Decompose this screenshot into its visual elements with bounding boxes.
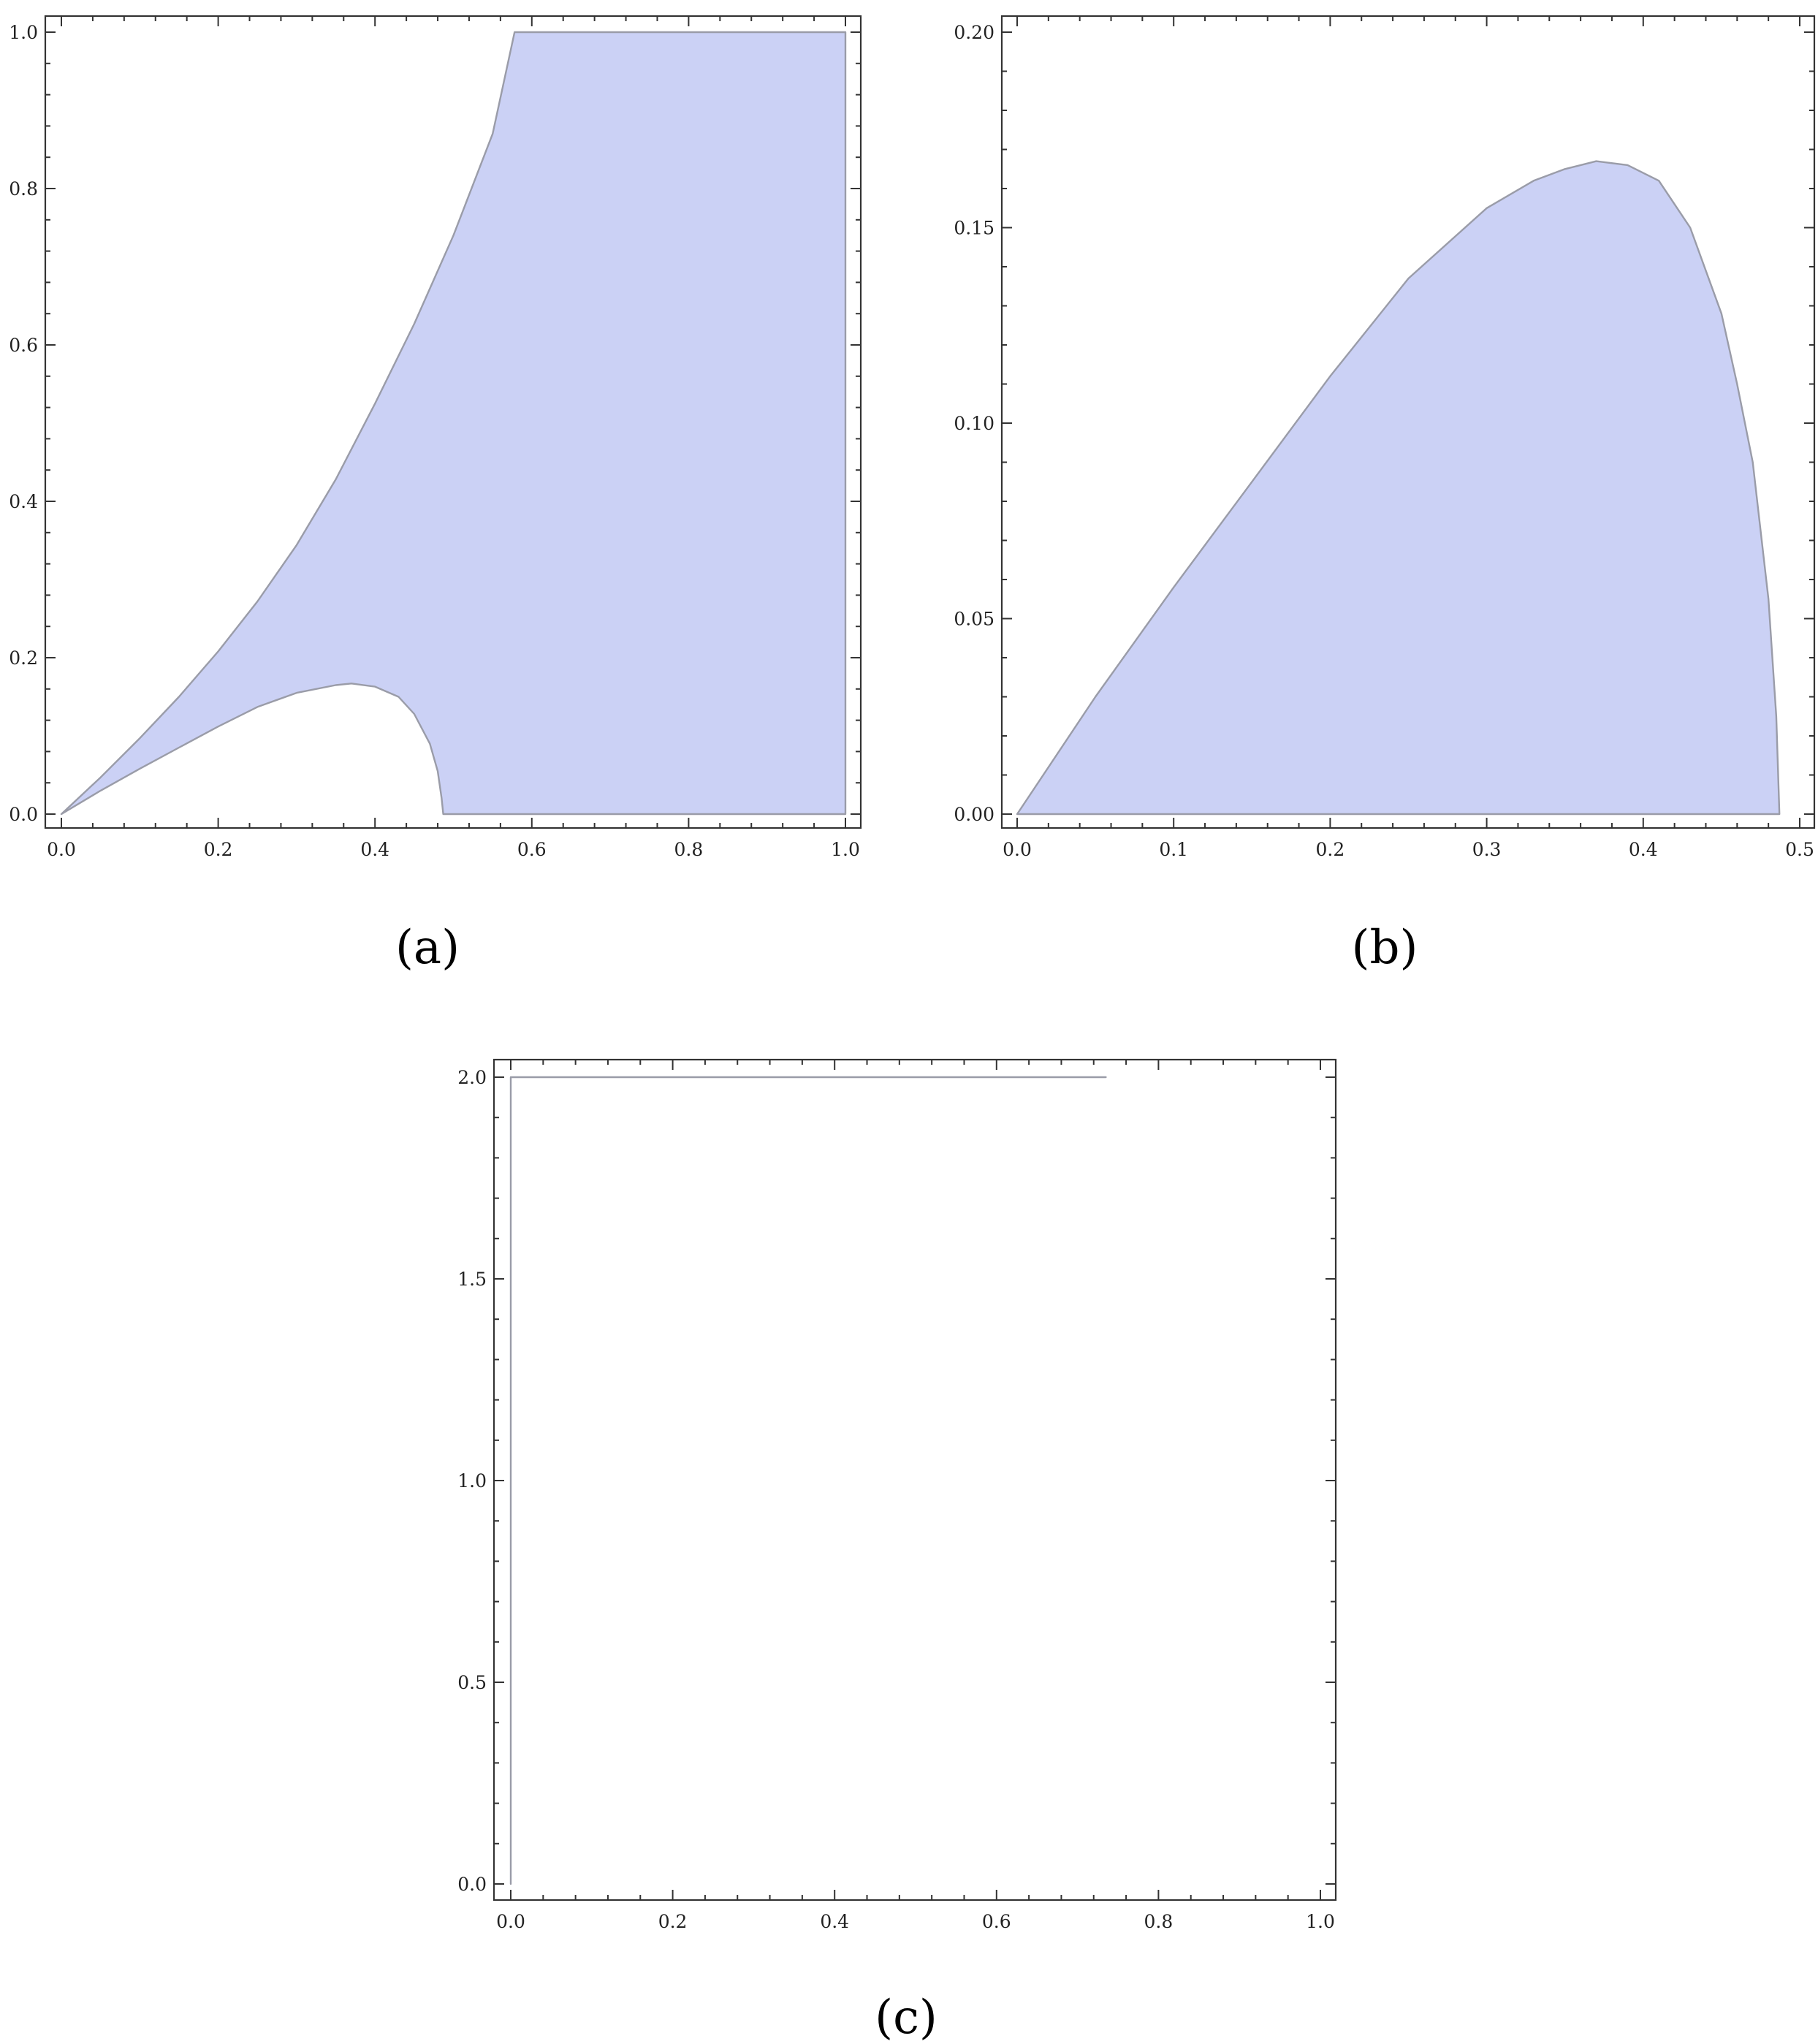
plot-frame [44,15,862,829]
y-tick-label: 0.05 [954,609,994,630]
y-tick-label: 0.0 [9,804,38,825]
x-tick-label: 1.0 [831,839,860,860]
y-tick-label: 0.0 [457,1874,487,1895]
plot-frame [492,1058,1337,1901]
x-tick-label: 0.0 [1003,839,1032,860]
x-tick-label: 0.6 [982,1911,1011,1932]
panel-b: 0.0 0.1 0.2 0.3 0.4 0.5 0.00 0.05 0.10 0.15 0.20 [954,15,1816,860]
y-tick-label: 2.0 [457,1067,487,1088]
x-tick-label: 0.4 [820,1911,849,1932]
region-1 [1016,160,1781,816]
plot-frame [1000,15,1816,829]
panel-b-caption: (b) [1352,921,1418,975]
x-tick-label: 0.2 [204,839,233,860]
x-tick-label: 0.0 [496,1911,525,1932]
x-tick-label: 0.4 [1629,839,1658,860]
y-tick-label: 0.10 [954,413,994,434]
x-tick-label: 0.8 [1144,1911,1174,1932]
y-tick-label: 0.00 [954,804,994,825]
x-tick-label: 0.8 [674,839,704,860]
y-tick-label: 0.20 [954,22,994,43]
y-tick-label: 0.4 [9,491,38,512]
x-tick-label: 0.1 [1159,839,1188,860]
x-tick-label: 0.3 [1472,839,1502,860]
region-1 [509,1076,1107,1885]
x-tick-label: 0.0 [47,839,76,860]
y-tick-label: 0.8 [9,178,38,200]
y-tick-label: 1.5 [457,1269,487,1290]
x-tick-label: 0.5 [1785,839,1814,860]
x-tick-label: 0.6 [517,839,547,860]
y-tick-label: 0.5 [457,1672,487,1693]
x-tick-label: 0.4 [360,839,389,860]
x-tick-label: 0.2 [1316,839,1345,860]
x-tick-label: 0.2 [658,1911,688,1932]
x-tick-label: 1.0 [1306,1911,1335,1932]
y-tick-label: 0.15 [954,218,994,239]
panel-c-caption: (c) [875,1991,937,2044]
panel-c: 0.0 0.2 0.4 0.6 0.8 1.0 0.0 0.5 1.0 1.5 2.0 [457,1058,1337,1932]
y-tick-label: 1.0 [457,1470,487,1492]
y-tick-label: 0.2 [9,647,38,669]
region-1 [60,31,847,816]
y-tick-label: 0.6 [9,335,38,356]
panel-a-caption: (a) [395,921,460,975]
y-tick-label: 1.0 [9,22,38,43]
panel-a: 0.0 0.2 0.4 0.6 0.8 1.0 0.0 0.2 0.4 0.6 0.8 1.0 [9,15,862,860]
